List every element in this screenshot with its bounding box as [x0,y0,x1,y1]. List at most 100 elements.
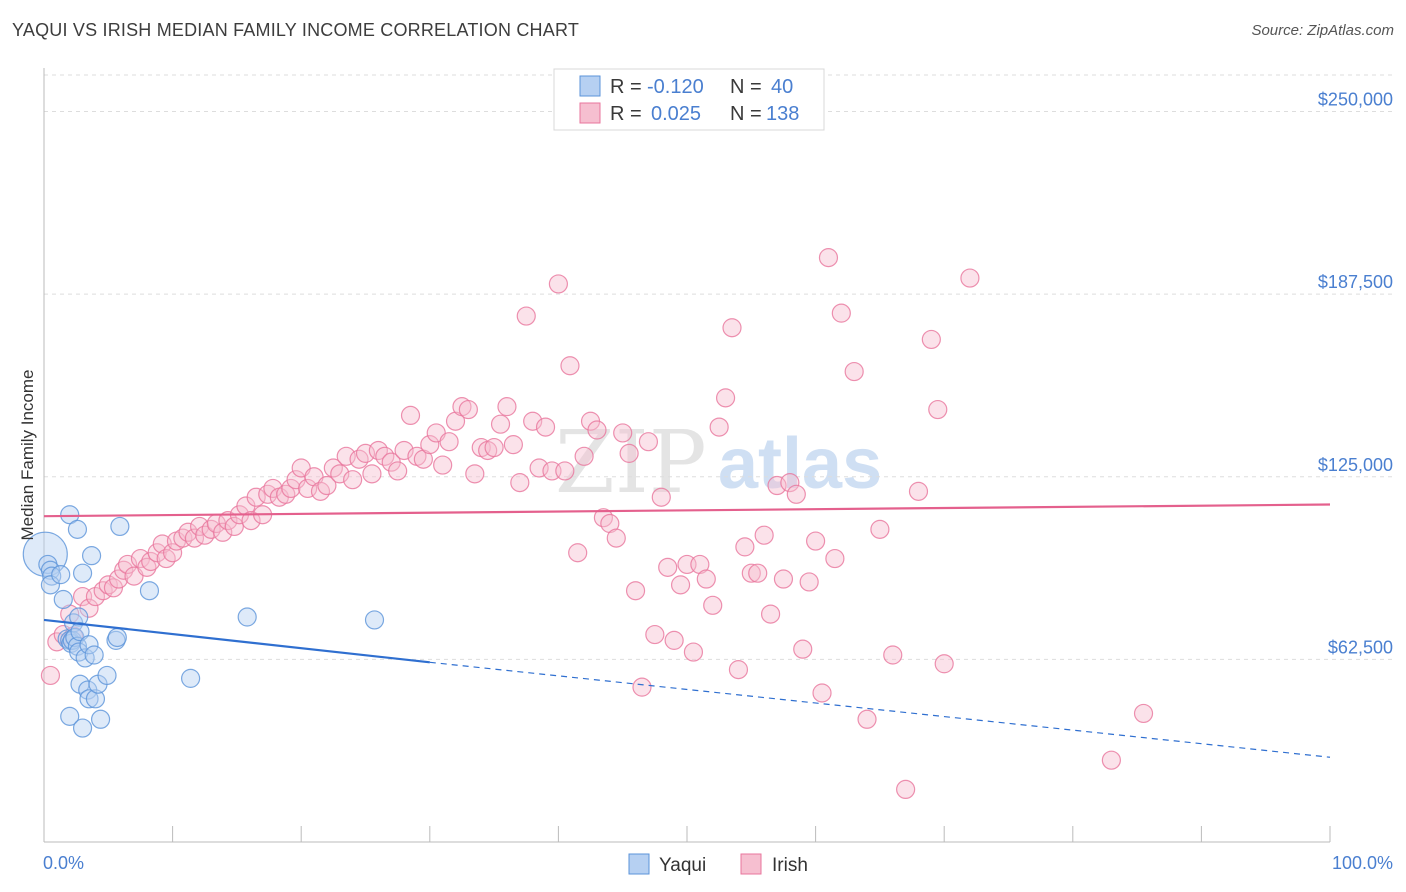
irish-point [510,473,530,493]
irish-point [163,543,183,563]
irish-point [246,487,266,507]
irish-point [754,525,774,545]
chart-source: Source: ZipAtlas.com [1251,22,1394,39]
irish-point [857,709,877,729]
irish-point [896,779,916,800]
irish-point [722,318,742,338]
irish-point [433,455,453,475]
correlation-legend: R = -0.120 N = 40 R = 0.025 N = 138 [553,68,825,131]
bottom-legend-irish: Irish [772,855,808,876]
y-tick-label: $250,000 [1318,90,1393,110]
irish-point [818,248,839,268]
irish-point [619,443,639,463]
irish-point [696,569,716,589]
irish-point [812,683,832,703]
series-legend: Yaqui Irish [628,853,808,876]
yaqui-point [70,622,90,642]
axes [43,68,1331,843]
bottom-legend-swatch-irish [740,853,762,875]
irish-point [317,475,337,496]
yaqui-point [51,565,71,585]
yaqui-point [107,627,127,648]
irish-point [638,432,659,452]
irish-point [613,423,633,443]
yaqui-point [85,689,106,709]
bottom-legend-swatch-yaqui [628,853,650,875]
yaqui-point [139,581,160,601]
irish-point [458,399,478,420]
irish-point [400,405,421,426]
yaqui-point [40,560,61,580]
irish-point [465,464,485,484]
irish-point [606,528,626,548]
irish-point [632,677,652,697]
yaqui-points [22,505,385,738]
y-tick-label: $187,500 [1318,272,1393,292]
legend-swatch-irish [579,102,601,124]
yaqui-point [110,516,130,537]
irish-point [388,461,408,481]
irish-point [241,510,261,531]
irish-point [85,586,106,607]
irish-point [793,639,813,659]
irish-point [883,645,903,665]
irish-point [805,531,826,551]
irish-point [490,414,511,434]
yaqui-point [84,645,104,665]
irish-point [870,519,890,539]
irish-point [844,361,864,382]
irish-point [683,642,704,662]
irish-point [503,435,523,455]
irish-point [703,595,723,615]
legend-n-irish: 138 [766,103,799,125]
irish-point [728,660,749,680]
irish-point [40,665,61,686]
yaqui-point [90,709,111,729]
yaqui-point [67,519,88,539]
irish-point [535,417,556,437]
irish-point [276,484,296,504]
chart-title: YAQUI VS IRISH MEDIAN FAMILY INCOME CORR… [12,20,580,40]
irish-point [651,487,671,507]
legend-n-yaqui: 40 [771,76,793,98]
irish-point [664,630,684,650]
irish-point [587,420,607,440]
irish-point [98,575,118,595]
irish-point [921,329,941,350]
legend-r-label: R = [610,103,642,125]
yaqui-point [181,668,201,688]
irish-point [786,484,806,504]
y-tick-label: $62,500 [1328,637,1393,657]
x-tick-min: 0.0% [43,853,84,873]
irish-point [362,464,382,484]
irish-point [748,563,768,583]
legend-n-label: N = [730,103,762,125]
legend-n-label: N = [730,76,762,98]
irish-point [484,437,504,458]
irish-point [420,435,440,455]
irish-point [709,417,729,437]
irish-point [658,557,678,577]
grid-lines [44,74,1395,660]
irish-point [825,548,845,569]
yaqui-point [40,575,61,595]
irish-point [799,572,819,592]
yaqui-point [72,563,93,583]
x-tick-max: 100.0% [1332,853,1393,873]
y-tick-label: $125,000 [1318,455,1393,475]
irish-point [1101,750,1121,770]
irish-point [780,473,800,493]
yaqui-point [72,718,93,738]
irish-point [741,563,761,583]
irish-point [213,522,233,542]
irish-point [928,399,948,420]
irish-point [516,306,536,326]
y-axis-title: Median Family Income [18,369,37,540]
yaqui-point [237,607,257,627]
yaqui-point [53,589,73,610]
irish-point [497,397,517,417]
yaqui-point [79,635,99,655]
irish-point [645,624,665,645]
irish-point [934,654,954,674]
